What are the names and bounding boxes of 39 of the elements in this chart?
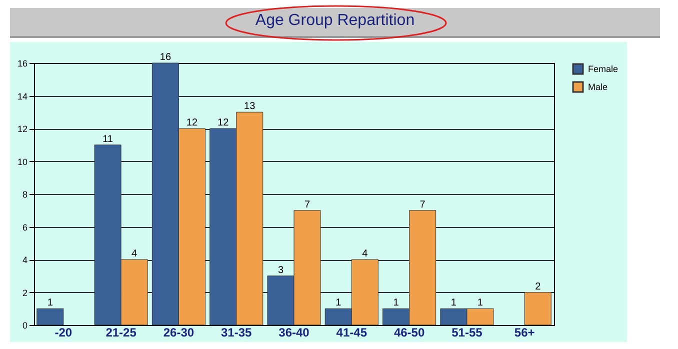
data-label: 12	[186, 118, 198, 128]
x-tick-label: -20	[54, 326, 72, 340]
data-label: 2	[535, 281, 542, 292]
legend-label: Female	[588, 64, 618, 74]
x-tick-label: 51-55	[452, 326, 483, 340]
data-label: 4	[132, 248, 138, 260]
data-label: 1	[477, 298, 484, 309]
data-label: 1	[336, 298, 342, 309]
data-label: 3	[278, 264, 284, 276]
y-tick-label: 2	[22, 288, 28, 298]
legend-label: Male	[588, 82, 608, 92]
y-tick-label: 12	[17, 124, 28, 134]
data-label: 1	[393, 298, 400, 309]
y-tick-label: 4	[22, 255, 28, 265]
x-tick-label: 41-45	[336, 326, 368, 340]
data-label: 1	[450, 298, 457, 309]
x-tick-label: 31-35	[221, 326, 252, 340]
data-label: 4	[362, 248, 368, 260]
data-label: 12	[218, 118, 230, 128]
data-label: 7	[420, 199, 426, 210]
x-tick-label: 36-40	[278, 326, 310, 340]
x-tick-label: 21-25	[106, 326, 137, 340]
data-label: 13	[244, 101, 256, 112]
x-tick-label: 46-50	[394, 326, 425, 340]
y-tick-label: 10	[17, 156, 28, 167]
bar	[36, 308, 64, 326]
y-tick-label: 0	[22, 320, 28, 330]
data-label: 11	[102, 134, 114, 145]
data-label: 7	[304, 199, 310, 210]
data-label: 16	[160, 52, 172, 63]
y-tick-label: 8	[22, 190, 28, 200]
bar	[524, 292, 552, 326]
y-tick-label: 14	[17, 91, 28, 102]
data-label: 1	[47, 298, 54, 309]
y-tick-label: 16	[17, 58, 28, 68]
x-tick-label: 56+	[514, 326, 535, 340]
chart-title: Age Group Repartition	[254, 12, 416, 30]
x-tick-label: 26-30	[163, 326, 194, 340]
y-tick-label: 6	[22, 222, 28, 232]
